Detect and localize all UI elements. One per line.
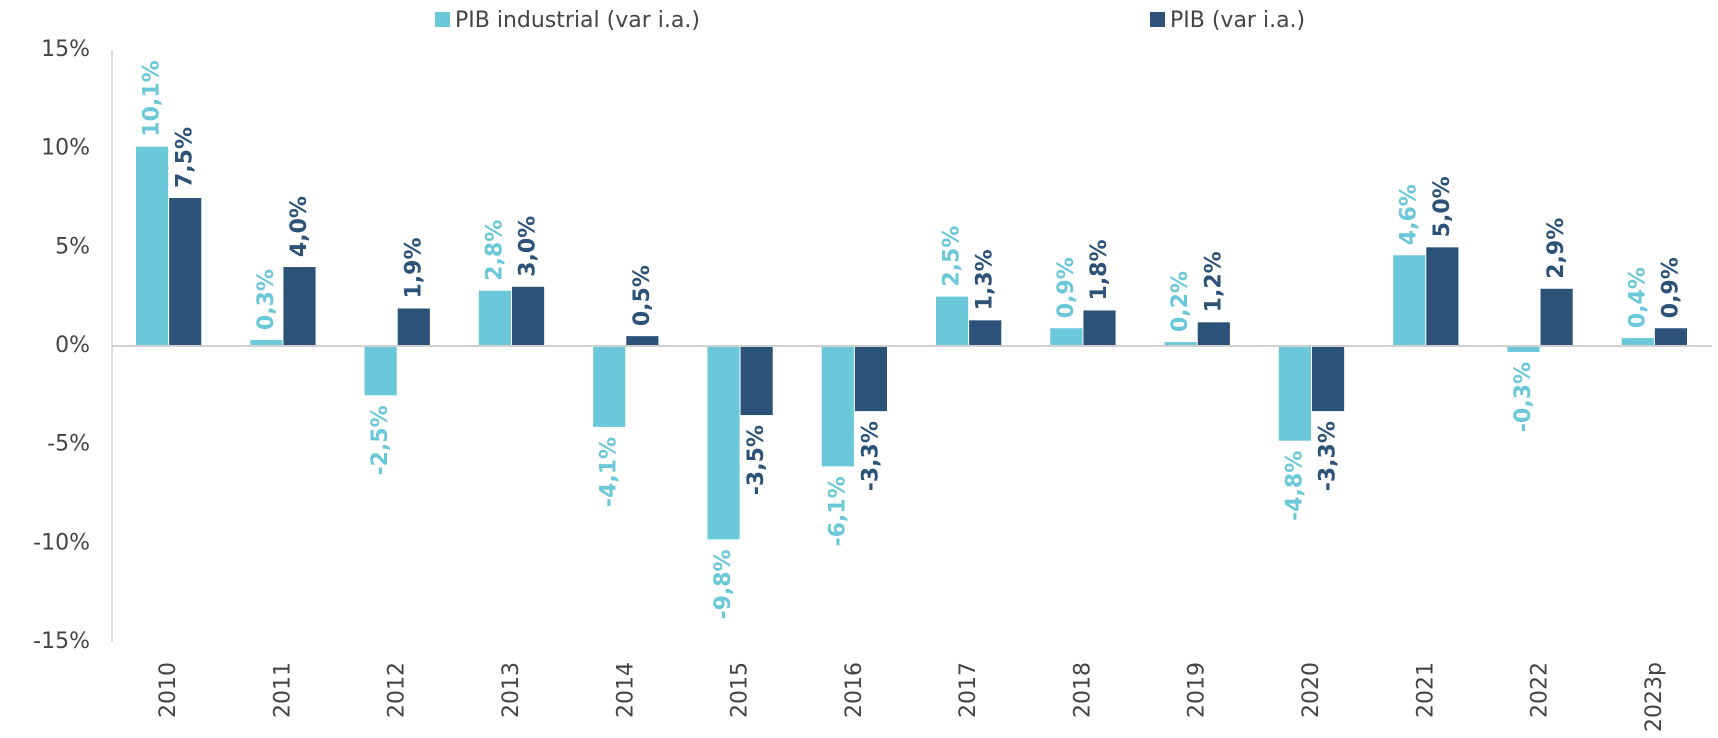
x-tick-label: 2021	[1413, 662, 1438, 718]
legend-label: PIB (var i.a.)	[1170, 8, 1305, 33]
bar	[626, 336, 659, 346]
value-label: -4,1%	[597, 437, 622, 507]
value-label: 3,0%	[516, 216, 541, 277]
value-label: -9,8%	[711, 549, 736, 619]
value-label: 1,3%	[973, 249, 998, 310]
bar	[1197, 322, 1230, 346]
value-label: 0,2%	[1168, 271, 1193, 332]
x-tick-label: 2015	[728, 662, 753, 718]
bar	[283, 267, 316, 346]
value-label: 1,2%	[1201, 251, 1226, 312]
x-tick-label: 2018	[1070, 662, 1095, 718]
y-tick-label: 10%	[41, 136, 90, 161]
y-tick-label: 15%	[41, 37, 90, 62]
bar	[1621, 338, 1654, 346]
y-tick-label: -10%	[33, 530, 90, 555]
bar	[1507, 346, 1540, 352]
bar	[169, 198, 202, 346]
value-label: 2,5%	[940, 226, 965, 287]
bar	[1654, 328, 1687, 346]
value-label: 0,9%	[1658, 257, 1683, 318]
bar	[397, 308, 430, 346]
y-tick-label: -5%	[47, 432, 90, 457]
bar	[1083, 310, 1116, 346]
x-tick-label: 2013	[499, 662, 524, 718]
value-label: 7,5%	[173, 127, 198, 188]
value-label: 0,5%	[630, 265, 655, 326]
x-tick-label: 2010	[156, 662, 181, 718]
bar	[250, 340, 283, 346]
bar	[1050, 328, 1083, 346]
value-label: 0,3%	[254, 269, 279, 330]
bar	[593, 346, 626, 427]
value-label: -2,5%	[368, 405, 393, 475]
bar	[512, 286, 545, 346]
x-tick-label: 2014	[613, 662, 638, 718]
bar	[136, 146, 169, 346]
bar	[936, 296, 969, 346]
bar	[707, 346, 740, 540]
bar	[1426, 247, 1459, 346]
bar	[1540, 288, 1573, 346]
value-label: 1,9%	[401, 237, 426, 298]
value-label: 4,0%	[287, 196, 312, 257]
bar	[821, 346, 854, 467]
x-tick-label: 2012	[385, 662, 410, 718]
legend-label: PIB industrial (var i.a.)	[455, 8, 700, 33]
value-label: 2,9%	[1544, 218, 1569, 279]
legend-swatch	[1150, 12, 1165, 27]
value-label: 1,8%	[1087, 239, 1112, 300]
value-label: -3,3%	[1316, 421, 1341, 491]
bar	[740, 346, 773, 416]
value-label: 2,8%	[482, 220, 507, 281]
x-tick-label: 2016	[842, 662, 867, 718]
x-tick-label: 2011	[270, 662, 295, 718]
bar	[1393, 255, 1426, 346]
value-label: 0,4%	[1625, 267, 1650, 328]
bar	[854, 346, 887, 412]
value-label: -3,3%	[858, 421, 883, 491]
value-label: 5,0%	[1430, 176, 1455, 237]
value-label: -6,1%	[825, 476, 850, 546]
value-label: 4,6%	[1397, 184, 1422, 245]
y-tick-label: -15%	[33, 629, 90, 654]
bar	[969, 320, 1002, 346]
x-tick-label: 2020	[1299, 662, 1324, 718]
value-label: 10,1%	[140, 60, 165, 136]
x-tick-label: 2022	[1528, 662, 1553, 718]
x-tick-label: 2017	[956, 662, 981, 718]
value-label: -4,8%	[1282, 451, 1307, 521]
value-label: 0,9%	[1054, 257, 1079, 318]
x-tick-label: 2023p	[1642, 662, 1667, 732]
bar	[364, 346, 397, 396]
bar	[1164, 342, 1197, 346]
value-label: -0,3%	[1511, 362, 1536, 432]
x-tick-label: 2019	[1185, 662, 1210, 718]
bar	[478, 290, 511, 346]
legend-swatch	[435, 12, 450, 27]
y-tick-label: 5%	[55, 234, 90, 259]
bar	[1312, 346, 1345, 412]
bar	[1278, 346, 1311, 441]
value-label: -3,5%	[744, 425, 769, 495]
y-tick-label: 0%	[55, 333, 90, 358]
